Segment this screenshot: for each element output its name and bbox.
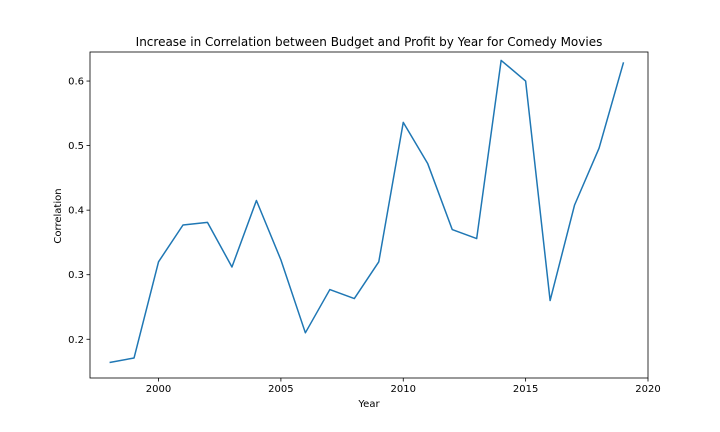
y-tick-label: 0.5 <box>68 141 84 152</box>
y-tick-label: 0.4 <box>68 206 84 217</box>
y-axis-ticks: 0.2 0.3 0.4 0.5 0.6 <box>68 77 90 346</box>
x-tick-label: 2010 <box>391 384 416 395</box>
y-tick-label: 0.2 <box>68 335 84 346</box>
x-axis-ticks: 2000 2005 2010 2015 2020 <box>146 378 661 395</box>
x-tick-label: 2005 <box>268 384 293 395</box>
x-tick-label: 2015 <box>513 384 538 395</box>
chart-title: Increase in Correlation between Budget a… <box>136 35 603 49</box>
series-line-0 <box>109 59 625 364</box>
x-tick-label: 2000 <box>146 384 171 395</box>
y-tick-label: 0.3 <box>68 270 84 281</box>
x-axis-label: Year <box>357 399 380 410</box>
y-tick-label: 0.6 <box>68 77 84 88</box>
x-tick-label: 2020 <box>635 384 660 395</box>
plot-area <box>89 51 649 379</box>
plot-frame <box>89 51 649 379</box>
y-axis-label: Correlation <box>53 188 64 243</box>
